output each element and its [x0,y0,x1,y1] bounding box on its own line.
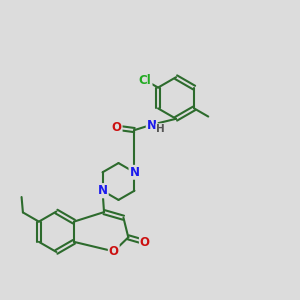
Text: H: H [156,124,165,134]
Text: N: N [147,119,157,132]
Text: O: O [112,121,122,134]
Text: N: N [98,184,107,197]
Text: O: O [140,236,150,249]
Text: Cl: Cl [139,74,152,87]
Text: O: O [109,245,119,258]
Text: N: N [98,184,107,197]
Text: N: N [130,166,140,179]
